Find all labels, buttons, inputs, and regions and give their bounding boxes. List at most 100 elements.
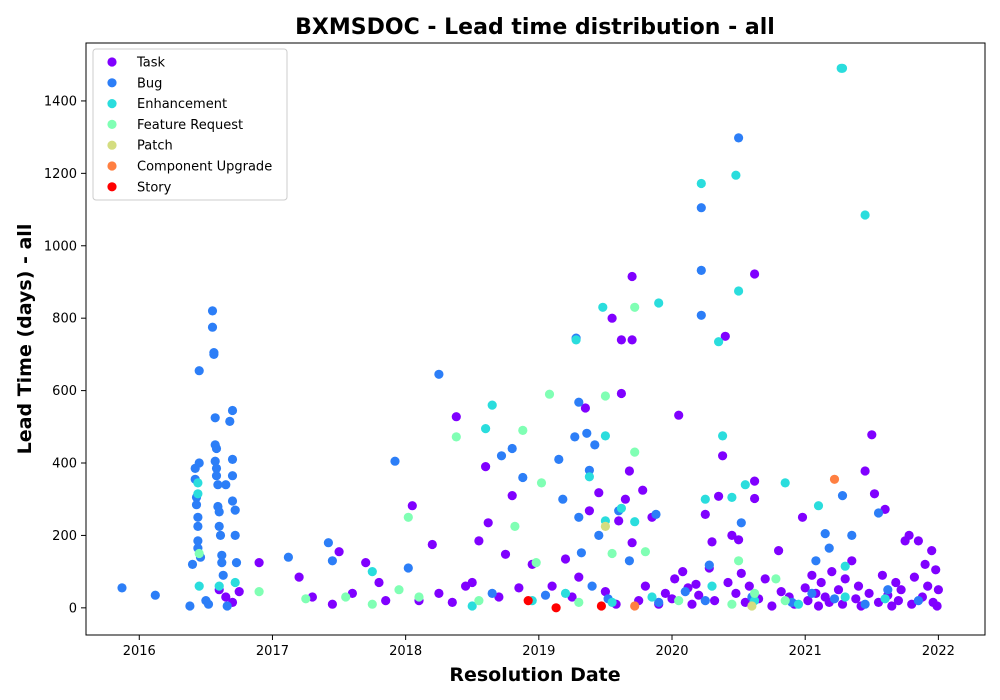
point-feature-request xyxy=(544,389,555,399)
y-axis-ticks: 0 200 400 600 800 1000 1200 1400 xyxy=(44,94,86,616)
point-task xyxy=(744,581,754,591)
point-enhancement xyxy=(837,63,848,73)
legend-label: Bug xyxy=(137,76,162,91)
point-feature-request xyxy=(254,587,264,597)
point-enhancement xyxy=(230,577,240,588)
point-task xyxy=(760,574,770,584)
point-task xyxy=(483,518,493,528)
point-bug xyxy=(230,505,240,515)
point-feature-request xyxy=(451,432,461,442)
point-bug xyxy=(540,590,551,600)
point-feature-request xyxy=(630,302,640,312)
point-task xyxy=(833,585,844,595)
point-bug xyxy=(574,397,584,407)
points-layer xyxy=(117,63,944,613)
legend-label: Story xyxy=(137,180,172,195)
point-bug xyxy=(584,465,595,475)
point-bug xyxy=(807,588,817,599)
point-bug xyxy=(913,596,924,606)
point-bug xyxy=(185,601,195,611)
point-task xyxy=(776,587,786,597)
point-task xyxy=(927,546,937,556)
point-enhancement xyxy=(616,503,627,513)
legend-box xyxy=(92,48,288,201)
y-tick-label: 200 xyxy=(52,529,77,544)
point-bug xyxy=(203,599,214,609)
point-bug xyxy=(150,590,160,600)
point-enhancement xyxy=(696,178,706,189)
point-bug xyxy=(215,530,226,541)
point-bug xyxy=(518,472,528,483)
point-task xyxy=(931,565,941,575)
point-patch xyxy=(747,601,757,611)
point-task xyxy=(734,535,744,545)
point-task xyxy=(616,335,627,345)
legend-label: Feature Request xyxy=(137,118,243,133)
point-bug xyxy=(590,440,600,450)
point-task xyxy=(896,585,906,595)
point-bug xyxy=(696,203,706,213)
point-task xyxy=(687,599,697,609)
point-enhancement xyxy=(214,581,224,591)
point-task xyxy=(627,335,637,345)
point-bug xyxy=(824,543,834,553)
x-tick-label: 2019 xyxy=(522,644,555,659)
point-bug xyxy=(624,556,635,566)
point-enhancement xyxy=(793,599,804,609)
point-bug xyxy=(283,552,293,562)
point-bug xyxy=(847,530,857,541)
point-enhancement xyxy=(194,581,204,591)
point-task xyxy=(853,581,864,591)
point-bug xyxy=(390,456,400,466)
point-task xyxy=(813,601,824,611)
point-task xyxy=(860,466,870,476)
x-axis-label: Resolution Date xyxy=(449,664,620,686)
y-tick-label: 400 xyxy=(52,457,77,472)
point-task xyxy=(607,313,617,323)
point-bug xyxy=(327,556,337,566)
point-bug xyxy=(487,588,497,599)
point-bug xyxy=(403,563,413,573)
point-enhancement xyxy=(600,431,611,441)
point-bug xyxy=(193,521,203,532)
point-task xyxy=(797,512,808,522)
point-task xyxy=(221,592,231,602)
point-enhancement xyxy=(727,492,737,502)
point-task xyxy=(678,567,688,577)
point-task xyxy=(407,501,417,511)
point-bug xyxy=(210,413,220,423)
x-tick-label: 2016 xyxy=(123,644,156,659)
point-enhancement xyxy=(467,601,477,611)
point-bug xyxy=(194,366,204,376)
point-task xyxy=(840,574,850,584)
legend-marker xyxy=(107,182,117,192)
point-enhancement xyxy=(840,561,850,571)
point-feature-request xyxy=(727,599,737,609)
point-task xyxy=(514,583,524,593)
point-feature-request xyxy=(536,478,547,488)
point-enhancement xyxy=(607,597,617,608)
point-task xyxy=(750,476,760,486)
point-bug xyxy=(193,512,203,522)
point-task xyxy=(574,572,584,582)
x-axis-ticks: 2016 2017 2018 2019 2020 2021 2022 xyxy=(123,635,955,659)
point-feature-request xyxy=(341,592,351,602)
point-bug xyxy=(704,560,714,570)
point-enhancement xyxy=(718,431,728,441)
point-feature-request xyxy=(607,548,617,559)
legend-marker xyxy=(107,78,117,88)
point-enhancement xyxy=(487,400,497,410)
point-enhancement xyxy=(840,592,850,602)
point-bug xyxy=(213,480,223,490)
legend-marker xyxy=(107,161,117,171)
point-task xyxy=(869,489,880,499)
x-tick-label: 2020 xyxy=(655,644,688,659)
point-story xyxy=(551,603,561,613)
y-tick-label: 800 xyxy=(52,312,77,327)
point-feature-request xyxy=(510,521,520,532)
y-tick-label: 0 xyxy=(69,601,77,616)
point-enhancement xyxy=(714,337,724,347)
point-task xyxy=(923,581,933,591)
point-bug xyxy=(574,512,584,522)
point-bug xyxy=(191,500,202,510)
